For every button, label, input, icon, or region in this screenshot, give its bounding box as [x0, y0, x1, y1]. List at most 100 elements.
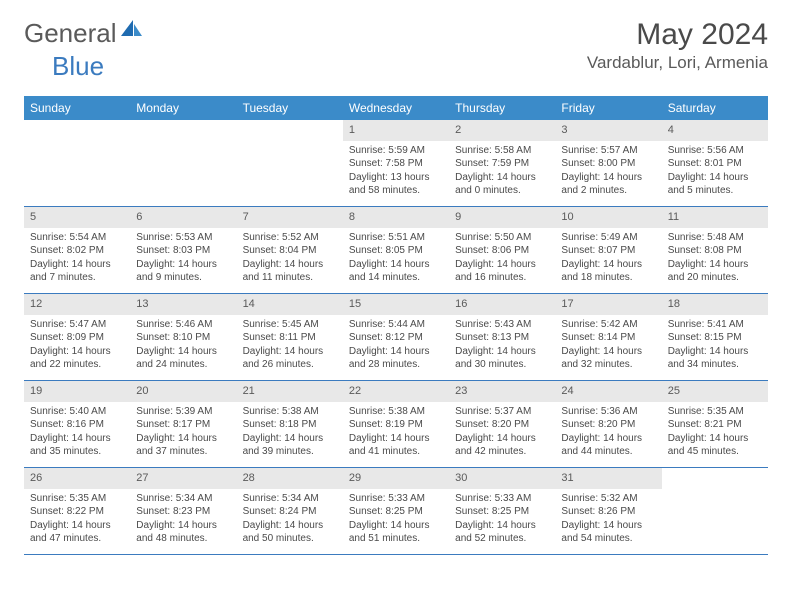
sunrise-line: Sunrise: 5:41 AM — [668, 318, 762, 332]
day-number: 12 — [24, 294, 130, 315]
day-body: Sunrise: 5:54 AMSunset: 8:02 PMDaylight:… — [24, 228, 130, 291]
daylight-line: Daylight: 14 hours and 54 minutes. — [561, 519, 655, 546]
sunset-line: Sunset: 8:07 PM — [561, 244, 655, 258]
day-number: 16 — [449, 294, 555, 315]
day-body: Sunrise: 5:37 AMSunset: 8:20 PMDaylight:… — [449, 402, 555, 465]
daylight-line: Daylight: 14 hours and 16 minutes. — [455, 258, 549, 285]
sunrise-line: Sunrise: 5:54 AM — [30, 231, 124, 245]
day-cell: 4Sunrise: 5:56 AMSunset: 8:01 PMDaylight… — [662, 120, 768, 206]
sunset-line: Sunset: 8:25 PM — [455, 505, 549, 519]
sunrise-line: Sunrise: 5:38 AM — [349, 405, 443, 419]
week-row: 1Sunrise: 5:59 AMSunset: 7:58 PMDaylight… — [24, 120, 768, 207]
sunrise-line: Sunrise: 5:47 AM — [30, 318, 124, 332]
sunset-line: Sunset: 7:58 PM — [349, 157, 443, 171]
daylight-line: Daylight: 14 hours and 52 minutes. — [455, 519, 549, 546]
sunset-line: Sunset: 8:04 PM — [243, 244, 337, 258]
day-body: Sunrise: 5:47 AMSunset: 8:09 PMDaylight:… — [24, 315, 130, 378]
sunset-line: Sunset: 8:21 PM — [668, 418, 762, 432]
sunrise-line: Sunrise: 5:53 AM — [136, 231, 230, 245]
day-cell: 1Sunrise: 5:59 AMSunset: 7:58 PMDaylight… — [343, 120, 449, 206]
day-cell: 2Sunrise: 5:58 AMSunset: 7:59 PMDaylight… — [449, 120, 555, 206]
day-body: Sunrise: 5:57 AMSunset: 8:00 PMDaylight:… — [555, 141, 661, 204]
daylight-line: Daylight: 14 hours and 37 minutes. — [136, 432, 230, 459]
logo-text-general: General — [24, 18, 117, 49]
logo-sail-icon — [119, 14, 143, 45]
daylight-line: Daylight: 14 hours and 30 minutes. — [455, 345, 549, 372]
daylight-line: Daylight: 14 hours and 51 minutes. — [349, 519, 443, 546]
day-number: 7 — [237, 207, 343, 228]
day-number: 6 — [130, 207, 236, 228]
daylight-line: Daylight: 14 hours and 24 minutes. — [136, 345, 230, 372]
day-number: 21 — [237, 381, 343, 402]
sunrise-line: Sunrise: 5:33 AM — [455, 492, 549, 506]
sunset-line: Sunset: 8:00 PM — [561, 157, 655, 171]
day-body: Sunrise: 5:58 AMSunset: 7:59 PMDaylight:… — [449, 141, 555, 204]
day-body: Sunrise: 5:33 AMSunset: 8:25 PMDaylight:… — [343, 489, 449, 552]
sunset-line: Sunset: 8:15 PM — [668, 331, 762, 345]
day-cell: 28Sunrise: 5:34 AMSunset: 8:24 PMDayligh… — [237, 468, 343, 554]
day-number: 24 — [555, 381, 661, 402]
sunset-line: Sunset: 8:10 PM — [136, 331, 230, 345]
sunset-line: Sunset: 8:06 PM — [455, 244, 549, 258]
day-body: Sunrise: 5:34 AMSunset: 8:24 PMDaylight:… — [237, 489, 343, 552]
day-body: Sunrise: 5:34 AMSunset: 8:23 PMDaylight:… — [130, 489, 236, 552]
day-body: Sunrise: 5:51 AMSunset: 8:05 PMDaylight:… — [343, 228, 449, 291]
sunrise-line: Sunrise: 5:39 AM — [136, 405, 230, 419]
day-cell: 29Sunrise: 5:33 AMSunset: 8:25 PMDayligh… — [343, 468, 449, 554]
sunrise-line: Sunrise: 5:36 AM — [561, 405, 655, 419]
sunset-line: Sunset: 8:08 PM — [668, 244, 762, 258]
day-cell: 21Sunrise: 5:38 AMSunset: 8:18 PMDayligh… — [237, 381, 343, 467]
sunrise-line: Sunrise: 5:33 AM — [349, 492, 443, 506]
day-cell: 6Sunrise: 5:53 AMSunset: 8:03 PMDaylight… — [130, 207, 236, 293]
day-cell — [662, 468, 768, 554]
day-number: 29 — [343, 468, 449, 489]
day-number: 22 — [343, 381, 449, 402]
day-number: 11 — [662, 207, 768, 228]
week-row: 12Sunrise: 5:47 AMSunset: 8:09 PMDayligh… — [24, 294, 768, 381]
daylight-line: Daylight: 14 hours and 26 minutes. — [243, 345, 337, 372]
sunrise-line: Sunrise: 5:32 AM — [561, 492, 655, 506]
day-number: 19 — [24, 381, 130, 402]
sunset-line: Sunset: 8:09 PM — [30, 331, 124, 345]
daylight-line: Daylight: 14 hours and 2 minutes. — [561, 171, 655, 198]
sunset-line: Sunset: 8:02 PM — [30, 244, 124, 258]
sunrise-line: Sunrise: 5:45 AM — [243, 318, 337, 332]
day-number: 17 — [555, 294, 661, 315]
sunrise-line: Sunrise: 5:51 AM — [349, 231, 443, 245]
day-cell: 20Sunrise: 5:39 AMSunset: 8:17 PMDayligh… — [130, 381, 236, 467]
sunrise-line: Sunrise: 5:50 AM — [455, 231, 549, 245]
daylight-line: Daylight: 14 hours and 5 minutes. — [668, 171, 762, 198]
day-number: 1 — [343, 120, 449, 141]
day-cell: 14Sunrise: 5:45 AMSunset: 8:11 PMDayligh… — [237, 294, 343, 380]
day-number: 10 — [555, 207, 661, 228]
daylight-line: Daylight: 14 hours and 41 minutes. — [349, 432, 443, 459]
sunset-line: Sunset: 8:22 PM — [30, 505, 124, 519]
daylight-line: Daylight: 14 hours and 47 minutes. — [30, 519, 124, 546]
sunrise-line: Sunrise: 5:40 AM — [30, 405, 124, 419]
day-number: 25 — [662, 381, 768, 402]
day-number: 5 — [24, 207, 130, 228]
day-cell: 19Sunrise: 5:40 AMSunset: 8:16 PMDayligh… — [24, 381, 130, 467]
sunrise-line: Sunrise: 5:57 AM — [561, 144, 655, 158]
sunset-line: Sunset: 8:23 PM — [136, 505, 230, 519]
sunrise-line: Sunrise: 5:34 AM — [243, 492, 337, 506]
weekday-header: Thursday — [449, 96, 555, 120]
day-body: Sunrise: 5:40 AMSunset: 8:16 PMDaylight:… — [24, 402, 130, 465]
sunrise-line: Sunrise: 5:35 AM — [668, 405, 762, 419]
sunset-line: Sunset: 8:20 PM — [561, 418, 655, 432]
weekday-header: Friday — [555, 96, 661, 120]
weekday-header: Tuesday — [237, 96, 343, 120]
day-cell: 3Sunrise: 5:57 AMSunset: 8:00 PMDaylight… — [555, 120, 661, 206]
daylight-line: Daylight: 14 hours and 34 minutes. — [668, 345, 762, 372]
day-number: 31 — [555, 468, 661, 489]
sunrise-line: Sunrise: 5:42 AM — [561, 318, 655, 332]
sunrise-line: Sunrise: 5:48 AM — [668, 231, 762, 245]
day-cell: 5Sunrise: 5:54 AMSunset: 8:02 PMDaylight… — [24, 207, 130, 293]
day-number: 4 — [662, 120, 768, 141]
sunrise-line: Sunrise: 5:37 AM — [455, 405, 549, 419]
weekday-header: Monday — [130, 96, 236, 120]
day-cell: 27Sunrise: 5:34 AMSunset: 8:23 PMDayligh… — [130, 468, 236, 554]
daylight-line: Daylight: 14 hours and 45 minutes. — [668, 432, 762, 459]
daylight-line: Daylight: 14 hours and 35 minutes. — [30, 432, 124, 459]
day-body: Sunrise: 5:36 AMSunset: 8:20 PMDaylight:… — [555, 402, 661, 465]
